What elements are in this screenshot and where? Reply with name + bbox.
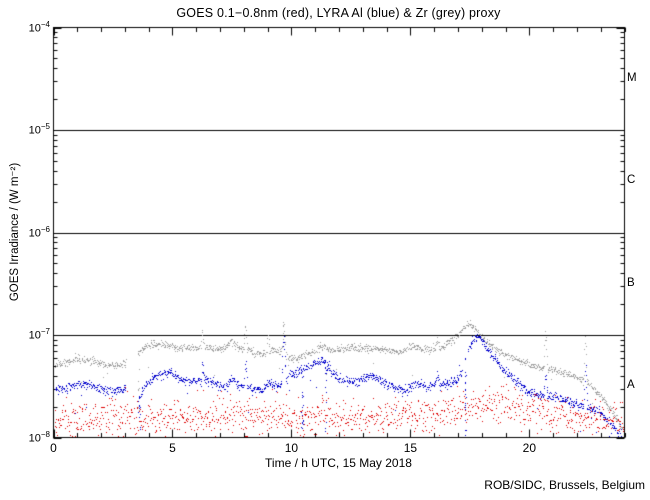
- flare-class-label-M: M: [627, 71, 637, 84]
- x-tick-label: 10: [284, 441, 299, 455]
- y-tick-label: 10−5: [28, 122, 50, 137]
- flare-class-label-A: A: [627, 379, 635, 392]
- y-tick-label: 10−6: [28, 224, 50, 240]
- chart-title: GOES 0.1−0.8nm (red), LYRA Al (blue) & Z…: [176, 6, 501, 20]
- x-tick-label: 15: [403, 441, 418, 455]
- x-tick-label: 5: [169, 441, 176, 455]
- flare-class-label-C: C: [627, 174, 636, 187]
- x-axis-label: Time / h UTC, 15 May 2018: [265, 456, 412, 470]
- flare-class-label-B: B: [627, 276, 635, 289]
- credit-text: ROB/SIDC, Brussels, Belgium: [484, 478, 645, 492]
- y-tick-label: 10−8: [28, 429, 50, 445]
- x-tick-label: 0: [50, 441, 57, 455]
- x-tick-label: 20: [522, 441, 536, 455]
- y-tick-label: 10−4: [28, 19, 50, 35]
- y-tick-label: 10−7: [28, 327, 50, 342]
